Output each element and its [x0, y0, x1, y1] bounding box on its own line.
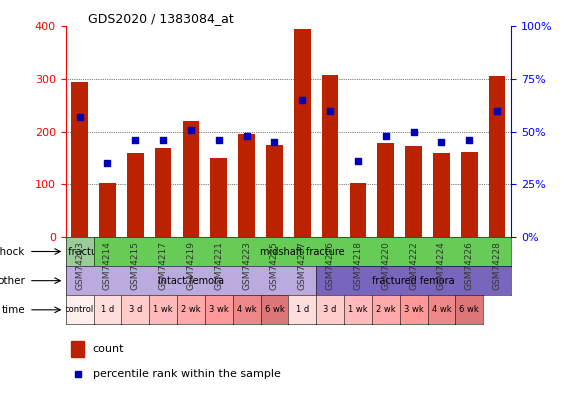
- Text: 6 wk: 6 wk: [460, 305, 479, 314]
- Bar: [155, 149, 171, 237]
- Bar: [322, 75, 339, 237]
- Text: GSM74221: GSM74221: [214, 241, 223, 290]
- Text: GSM74215: GSM74215: [131, 241, 140, 290]
- Point: [242, 132, 251, 139]
- Text: GSM74214: GSM74214: [103, 241, 112, 290]
- Point: [103, 160, 112, 166]
- Text: GSM74219: GSM74219: [186, 241, 195, 290]
- Bar: [405, 146, 422, 237]
- Point: [270, 139, 279, 145]
- Bar: [349, 183, 367, 237]
- Text: GSM74216: GSM74216: [325, 241, 335, 290]
- Point: [297, 97, 307, 103]
- Point: [353, 158, 363, 164]
- Bar: [99, 183, 116, 237]
- Point: [75, 114, 84, 120]
- Point: [186, 126, 195, 133]
- Point: [325, 107, 335, 114]
- Text: fractured femora: fractured femora: [372, 276, 455, 286]
- Point: [409, 128, 418, 135]
- Text: 1 d: 1 d: [101, 305, 114, 314]
- Point: [493, 107, 502, 114]
- Text: intact femora: intact femora: [158, 276, 224, 286]
- Text: GSM74213: GSM74213: [75, 241, 84, 290]
- Text: midshaft fracture: midshaft fracture: [260, 247, 344, 256]
- Bar: [294, 29, 311, 237]
- Text: 3 wk: 3 wk: [404, 305, 424, 314]
- Text: no fracture: no fracture: [53, 247, 107, 256]
- Bar: [71, 341, 84, 357]
- Text: 2 wk: 2 wk: [181, 305, 201, 314]
- Text: GSM74223: GSM74223: [242, 241, 251, 290]
- Text: count: count: [93, 344, 124, 354]
- Text: GSM74224: GSM74224: [437, 241, 446, 290]
- Text: 3 d: 3 d: [128, 305, 142, 314]
- Text: 1 wk: 1 wk: [348, 305, 368, 314]
- Text: GSM74227: GSM74227: [297, 241, 307, 290]
- Text: GSM74220: GSM74220: [381, 241, 391, 290]
- Text: 4 wk: 4 wk: [237, 305, 256, 314]
- Text: GSM74225: GSM74225: [270, 241, 279, 290]
- Point: [437, 139, 446, 145]
- Text: GSM74226: GSM74226: [465, 241, 474, 290]
- Text: other: other: [0, 276, 25, 286]
- Text: GDS2020 / 1383084_at: GDS2020 / 1383084_at: [88, 12, 234, 25]
- Text: 3 wk: 3 wk: [209, 305, 228, 314]
- Bar: [489, 76, 505, 237]
- Text: GSM74217: GSM74217: [159, 241, 168, 290]
- Point: [381, 132, 391, 139]
- Text: 3 d: 3 d: [323, 305, 337, 314]
- Point: [131, 137, 140, 143]
- Point: [73, 371, 82, 377]
- Point: [159, 137, 168, 143]
- Text: GSM74222: GSM74222: [409, 241, 418, 290]
- Point: [214, 137, 223, 143]
- Text: 6 wk: 6 wk: [264, 305, 284, 314]
- Bar: [266, 145, 283, 237]
- Bar: [127, 153, 144, 237]
- Text: 4 wk: 4 wk: [432, 305, 451, 314]
- Text: control: control: [65, 305, 94, 314]
- Bar: [210, 158, 227, 237]
- Text: shock: shock: [0, 247, 25, 256]
- Text: GSM74218: GSM74218: [353, 241, 363, 290]
- Bar: [433, 153, 450, 237]
- Text: time: time: [1, 305, 25, 315]
- Text: 2 wk: 2 wk: [376, 305, 396, 314]
- Text: GSM74228: GSM74228: [493, 241, 502, 290]
- Text: 1 d: 1 d: [296, 305, 309, 314]
- Bar: [377, 143, 394, 237]
- Text: 1 wk: 1 wk: [153, 305, 173, 314]
- Bar: [183, 121, 199, 237]
- Bar: [461, 151, 477, 237]
- Bar: [238, 134, 255, 237]
- Text: percentile rank within the sample: percentile rank within the sample: [93, 369, 280, 379]
- Bar: [71, 81, 88, 237]
- Point: [465, 137, 474, 143]
